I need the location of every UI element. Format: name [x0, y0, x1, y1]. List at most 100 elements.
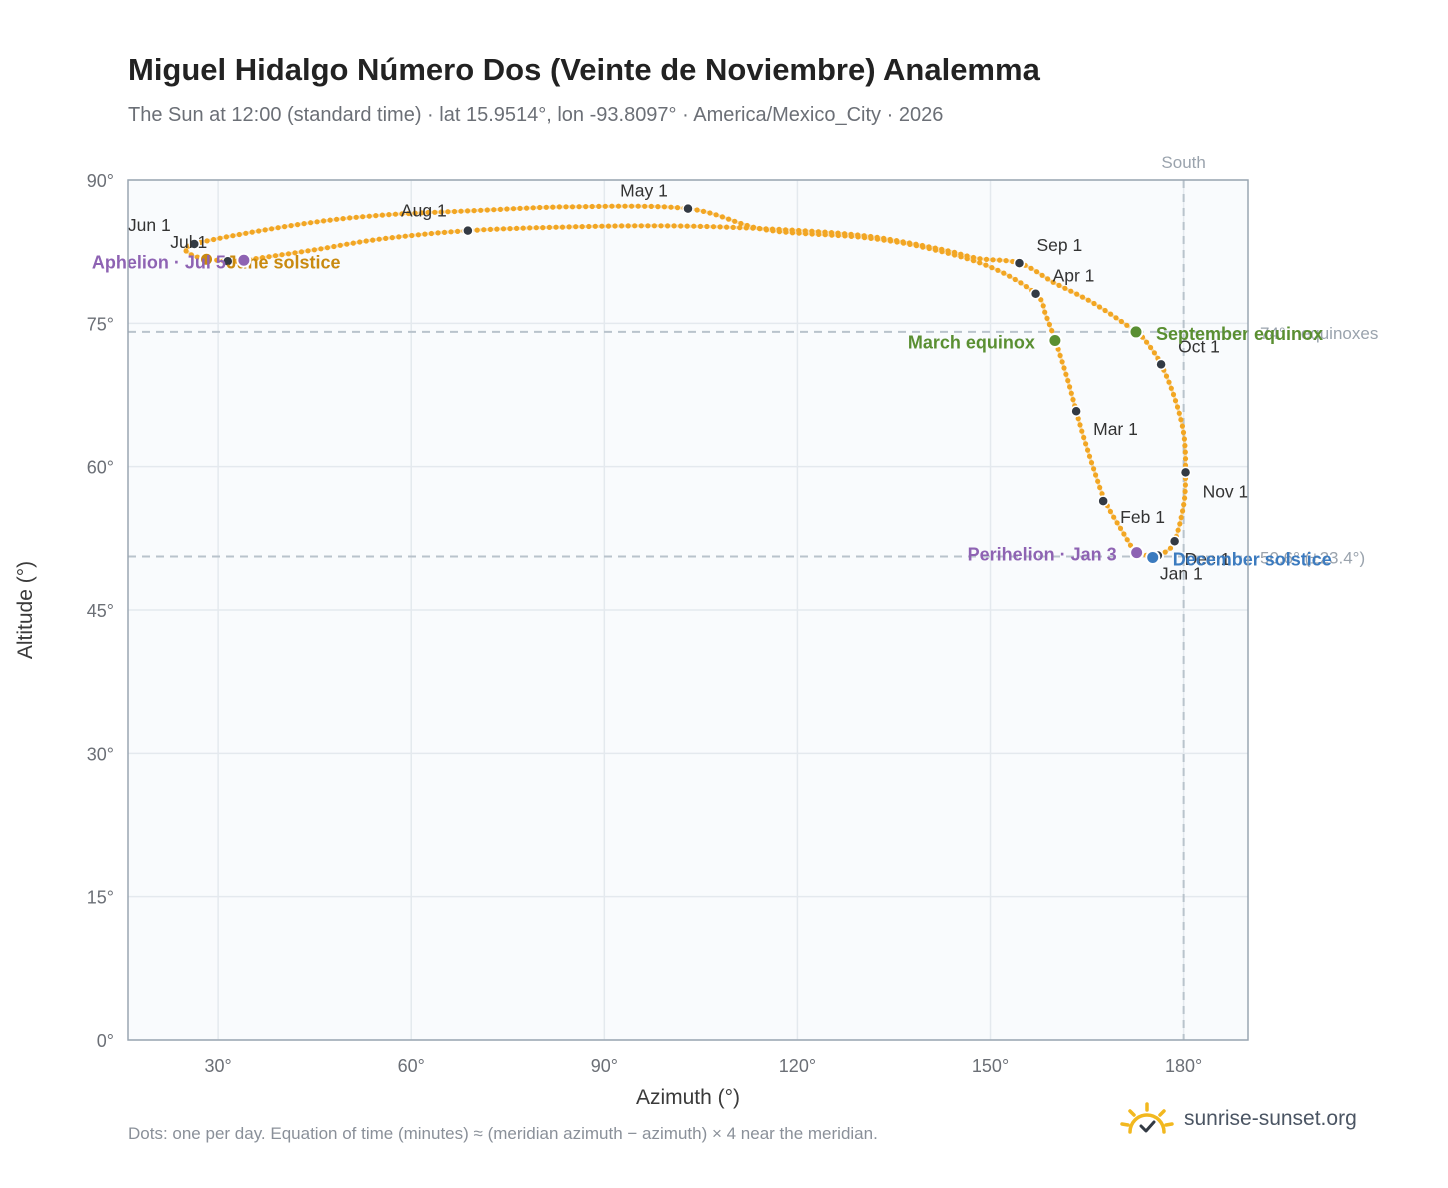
y-tick-label: 30° [87, 744, 114, 764]
brand-logo: sunrise-sunset.org [1120, 1102, 1357, 1136]
event-marker [1047, 333, 1063, 349]
sun-icon [1120, 1102, 1174, 1134]
daily-dot [344, 241, 350, 247]
daily-dot [428, 230, 434, 237]
daily-dot [1179, 423, 1185, 429]
daily-dot [1028, 265, 1034, 271]
daily-dot [1174, 404, 1181, 410]
daily-dot [491, 207, 497, 213]
sun-ray [1128, 1109, 1136, 1117]
event-marker [1145, 549, 1161, 565]
daily-dot [1182, 482, 1188, 488]
daily-dot [324, 245, 330, 251]
daily-dot [625, 223, 631, 229]
sun-arc [1128, 1113, 1166, 1134]
daily-dot [674, 205, 681, 211]
month-label: Mar 1 [1093, 419, 1138, 439]
daily-dot [1038, 297, 1044, 303]
daily-dot [913, 241, 919, 247]
daily-dot [615, 203, 622, 209]
x-tick-label: 180° [1165, 1056, 1202, 1076]
month-marker [1097, 495, 1109, 507]
daily-dot [1040, 303, 1046, 309]
daily-dot [566, 224, 572, 230]
daily-dot [451, 208, 458, 215]
daily-dot [707, 210, 713, 216]
daily-dot [279, 252, 285, 258]
daily-dot [327, 217, 333, 223]
daily-dot [776, 226, 782, 232]
daily-dot [573, 224, 579, 230]
daily-dot [504, 206, 510, 212]
month-marker [222, 255, 234, 267]
daily-dot [282, 224, 288, 230]
daily-dot [256, 228, 262, 234]
daily-dot [1023, 284, 1029, 290]
daily-dot [399, 211, 405, 217]
daily-dot [269, 226, 275, 232]
daily-dot [311, 247, 317, 253]
daily-dot [409, 232, 415, 239]
daily-dot [1063, 371, 1069, 377]
event-label: December solstice [1173, 549, 1332, 569]
sun-ray [1120, 1122, 1130, 1127]
daily-dot [556, 204, 563, 210]
daily-dot [1113, 315, 1119, 321]
daily-dot [435, 230, 441, 236]
daily-dot [497, 206, 503, 212]
daily-dot [448, 229, 454, 235]
daily-dot [1170, 391, 1177, 398]
event-label: Aphelion · Jul 5 [92, 252, 226, 272]
daily-dot [1042, 309, 1048, 315]
daily-dot [510, 206, 517, 212]
y-axis-ticks: 0° 15° 30° 45° 60° 75° 90° [87, 171, 114, 1051]
daily-dot [599, 223, 605, 229]
daily-dot [350, 240, 356, 246]
daily-dot [1045, 276, 1051, 282]
daily-dot [441, 229, 448, 235]
daily-dot [1182, 443, 1188, 449]
daily-dot [527, 225, 533, 231]
daily-dot [622, 203, 628, 209]
month-marker [1179, 466, 1192, 479]
month-label: Apr 1 [1053, 266, 1095, 286]
daily-dot [1117, 525, 1124, 532]
daily-dot [1176, 410, 1182, 416]
daily-dot [484, 207, 490, 213]
daily-dot [543, 204, 549, 210]
x-tick-label: 30° [204, 1056, 231, 1076]
month-label: Aug 1 [401, 201, 447, 221]
brand-name: sunrise-sunset.org [1184, 1107, 1357, 1130]
daily-dot [769, 226, 776, 232]
equinox-altitude-label: 74° · equinoxes [1260, 324, 1378, 343]
check-mark [1139, 1120, 1156, 1133]
daily-dot [292, 250, 298, 256]
daily-dot [1172, 398, 1179, 404]
daily-dot [1163, 373, 1170, 379]
daily-dot [285, 251, 292, 257]
winter-altitude-label: 50.6° (±23.4°) [1260, 548, 1365, 567]
daily-dot [997, 257, 1003, 263]
daily-dot [977, 260, 983, 266]
daily-dot [402, 233, 408, 239]
month-marker [682, 202, 694, 215]
daily-dot [1057, 352, 1063, 359]
daily-dot [1012, 276, 1018, 283]
daily-dot [1148, 344, 1154, 351]
month-label: May 1 [620, 181, 668, 201]
daily-dot [1065, 378, 1071, 384]
month-label: Sep 1 [1036, 235, 1082, 255]
daily-dot [583, 204, 589, 210]
daily-dot [183, 248, 189, 254]
daily-dot [589, 203, 595, 210]
y-tick-label: 75° [87, 314, 114, 334]
daily-dot [1039, 272, 1045, 278]
daily-dot [533, 225, 539, 231]
daily-dot [1079, 428, 1085, 434]
daily-dot [1180, 429, 1187, 436]
daily-dot [1068, 390, 1074, 396]
daily-dot [347, 215, 353, 221]
event-label: September equinox [1156, 324, 1323, 344]
daily-dot [373, 213, 379, 219]
daily-dot [262, 227, 268, 233]
